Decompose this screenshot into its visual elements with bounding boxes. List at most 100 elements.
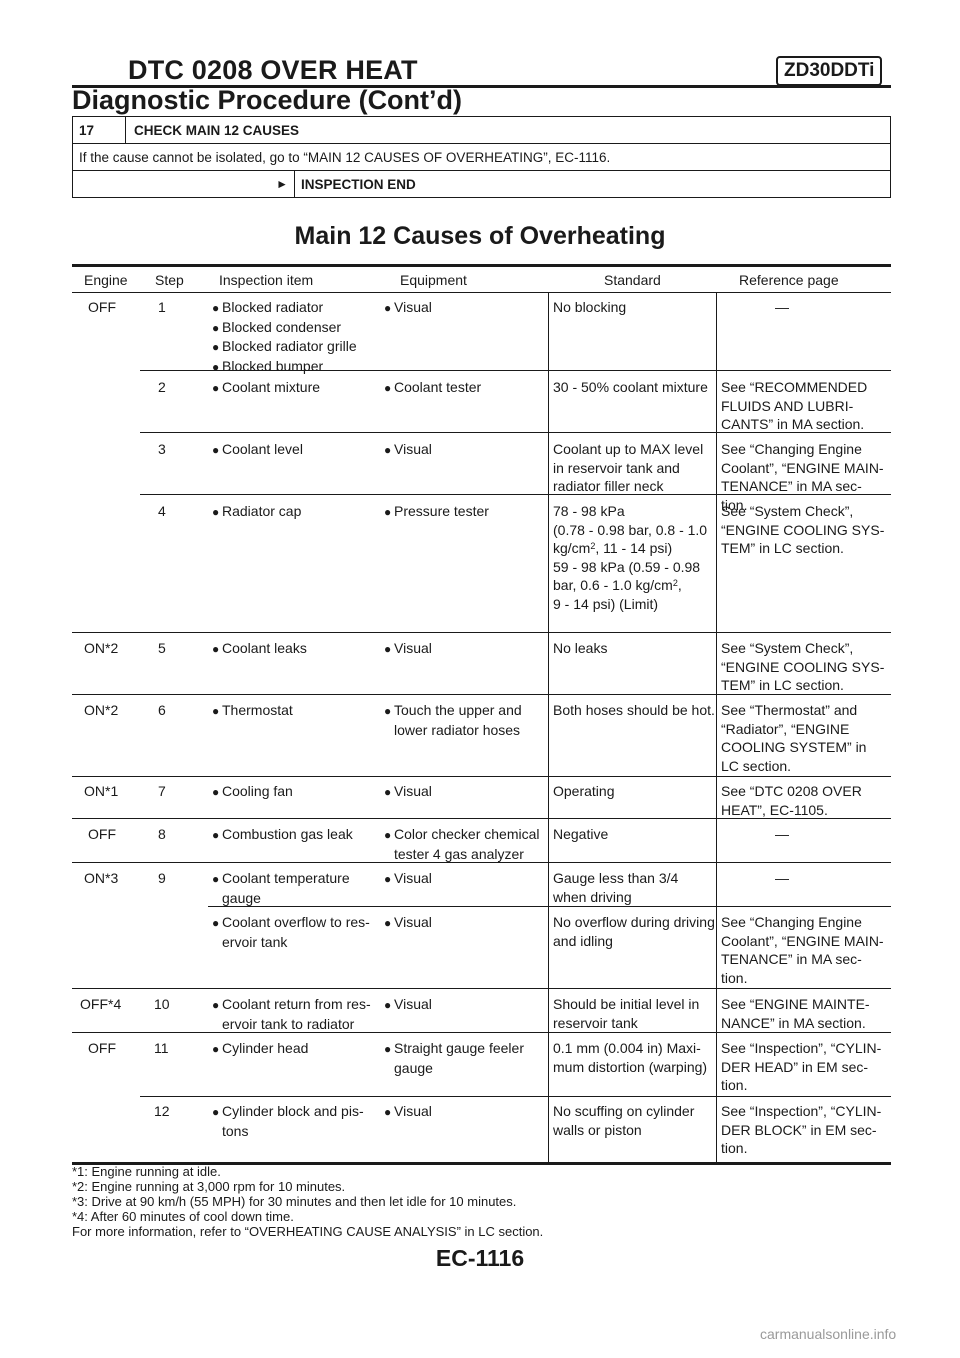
row-divider [208,906,891,907]
table-cell-engine: OFF [88,826,116,842]
table-cell-inspection-item: ● Coolant mixture [212,378,320,398]
table-cell-standard: 0.1 mm (0.004 in) Maxi- mum distortion (… [553,1040,708,1075]
step-text: If the cause cannot be isolated, go to “… [79,149,611,165]
table-header-reference: Reference page [739,272,839,288]
row-divider [72,862,891,863]
table-cell-standard: No overflow during driving and idling [553,914,715,949]
bullet-icon: ● [384,704,392,718]
table-cell-reference: See “Inspection”, “CYLIN- DER BLOCK” in … [721,1103,882,1156]
bullet-icon: ● [212,704,220,718]
table-header-step: Step [155,272,184,288]
table-cell-inspection-item: ● Coolant overflow to res- ervoir tank [212,914,370,950]
table-cell-equipment: ● Visual [384,913,432,933]
table-cell-inspection-item: ● Coolant return from res- ervoir tank to… [212,996,371,1032]
table-cell-equipment: ● Pressure tester [384,502,489,522]
right-arrow-icon: ► [276,177,288,191]
bullet-icon: ● [212,381,220,395]
table-cell-reference: — [775,870,789,886]
row-divider [72,818,891,819]
table-cell-engine: OFF [88,1040,116,1056]
table-cell-step: 7 [158,783,166,799]
section-title: Main 12 Causes of Overheating [294,222,666,250]
table-header-equipment: Equipment [400,272,467,288]
table-header-rule [72,292,891,293]
table-cell-standard: Negative [553,826,609,842]
page-title: DTC 0208 OVER HEAT [128,55,418,85]
table-cell-engine: ON*2 [84,702,119,718]
bullet-icon: ● [212,320,220,335]
bullet-icon: ● [212,359,220,374]
table-cell-equipment: ● Visual [384,639,432,659]
table-cell-inspection-item: ● Combustion gas leak [212,825,353,845]
footnote: *4: After 60 minutes of cool down time. [72,1209,294,1224]
table-cell-step: 11 [154,1040,169,1056]
table-cell-inspection-item: ● Coolant level [212,440,303,460]
footnote: *3: Drive at 90 km/h (55 MPH) for 30 min… [72,1194,517,1209]
table-cell-step: 12 [154,1103,170,1119]
row-divider [72,776,891,777]
table-cell-engine: OFF [88,299,116,315]
model-badge: ZD30DDTi [776,56,883,86]
table-cell-reference: — [775,299,789,315]
bullet-icon: ● [212,642,220,656]
table-cell-standard: Gauge less than 3/4 when driving [553,870,679,905]
page-number: EC-1116 [435,1245,525,1271]
bullet-icon: ● [384,998,392,1012]
bullet-icon: ● [384,1042,392,1056]
bullet-icon: ● [384,443,392,457]
table-cell-equipment: ● Visual [384,995,432,1015]
footnotes: *1: Engine running at idle. *2: Engine r… [72,1164,543,1239]
table-cell-engine: ON*1 [84,783,119,799]
table-cell-standard: Both hoses should be hot. [553,702,715,718]
table-cell-equipment: ● Coolant tester [384,378,481,398]
table-cell-inspection-item: ● Blocked radiator ● Blocked condenser ● Bl… [212,298,357,376]
bullet-icon: ● [212,443,220,457]
bullet-icon: ● [384,785,392,799]
table-cell-reference: See “System Check”, “ENGINE COOLING SYS-… [721,640,885,693]
table-cell-inspection-item: ● Cylinder head [212,1039,308,1059]
bullet-icon: ● [384,642,392,656]
column-divider [716,293,717,1162]
footnote: For more information, refer to “OVERHEAT… [72,1224,544,1239]
table-cell-equipment: ● Visual [384,782,432,802]
table-cell-inspection-item: ● Thermostat [212,701,293,721]
table-cell-reference: See “DTC 0208 OVER HEAT”, EC-1105. [721,783,862,818]
table-header-inspection-item: Inspection item [219,272,314,288]
table-cell-step: 5 [158,640,166,656]
row-divider [72,1032,891,1033]
table-header-standard: Standard [604,272,661,288]
bullet-icon: ● [384,381,392,395]
bullet-icon: ● [212,340,220,354]
step-result: INSPECTION END [301,176,416,192]
table-cell-standard: No scuffing on cylinder walls or piston [553,1103,695,1138]
table-cell-step: 2 [158,379,166,395]
table-cell-equipment: ● Visual [384,1102,432,1122]
row-divider [72,988,891,989]
header-rule [72,85,891,88]
bullet-icon: ● [212,301,220,315]
table-cell-reference: See “ENGINE MAINTE- NANCE” in MA section… [721,996,870,1031]
bullet-icon: ● [212,872,220,886]
table-cell-reference: See “System Check”, “ENGINE COOLING SYS-… [721,503,885,556]
table-cell-step: 1 [158,299,166,315]
table-cell-equipment: ● Visual [384,440,432,460]
bullet-icon: ● [212,916,220,930]
table-cell-inspection-item: ● Cylinder block and pis- tons [212,1103,364,1139]
table-cell-reference: — [775,826,789,842]
row-divider [140,432,891,433]
step-box: 17 CHECK MAIN 12 CAUSES If the cause can… [72,116,891,198]
table-cell-step: 3 [158,441,166,457]
row-divider [140,1096,891,1097]
column-divider [548,293,549,1162]
table-cell-reference: See “RECOMMENDED FLUIDS AND LUBRI- CANTS… [721,379,868,432]
bullet-icon: ● [384,872,392,886]
bullet-icon: ● [384,916,392,930]
table-header-engine: Engine [84,272,128,288]
bullet-icon: ● [384,1105,392,1119]
row-divider [72,632,891,633]
bullet-icon: ● [212,1105,220,1119]
table-cell-inspection-item: ● Radiator cap [212,502,301,522]
bullet-icon: ● [212,828,220,842]
table-cell-standard: No leaks [553,640,608,656]
row-divider [140,494,891,495]
